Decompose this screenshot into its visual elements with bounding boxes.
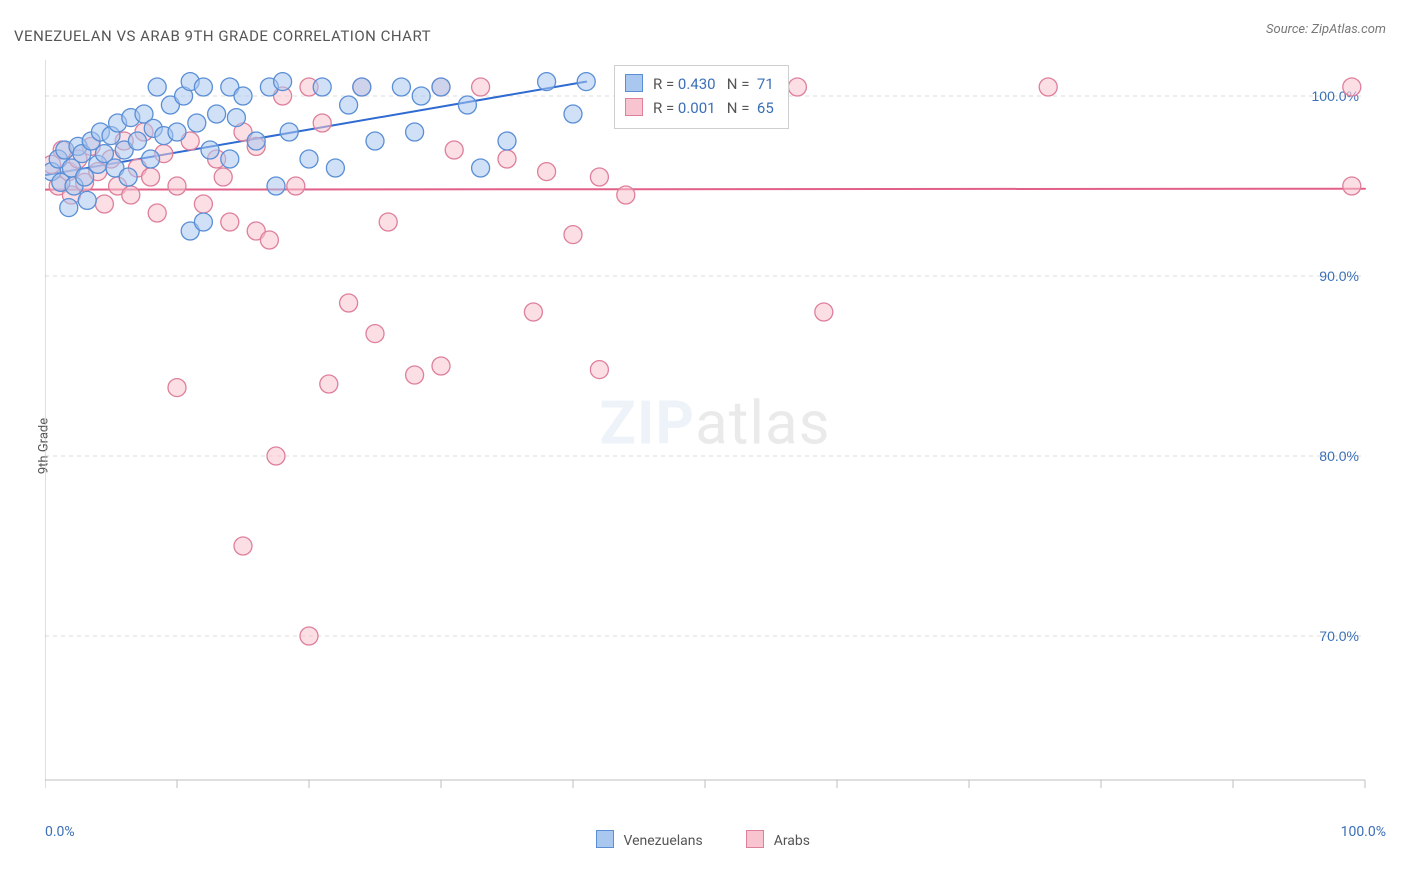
svg-text:90.0%: 90.0% [1319,268,1359,284]
legend-label-venezuelans: Venezuelans [623,833,702,849]
correlation-legend: R = 0.430 N = 71R = 0.001 N = 65 [614,65,789,129]
chart-source: Source: ZipAtlas.com [1266,22,1386,37]
legend-swatch-arabs [746,830,764,848]
svg-text:80.0%: 80.0% [1319,448,1359,464]
svg-text:70.0%: 70.0% [1319,628,1359,644]
series-legend: Venezuelans Arabs [0,830,1406,849]
scatter-chart: 70.0%80.0%90.0%100.0% ZIPatlas R = 0.430… [45,60,1385,800]
legend-label-arabs: Arabs [774,833,810,849]
chart-title: VENEZUELAN VS ARAB 9TH GRADE CORRELATION… [14,27,431,45]
legend-swatch-venezuelans [596,830,614,848]
